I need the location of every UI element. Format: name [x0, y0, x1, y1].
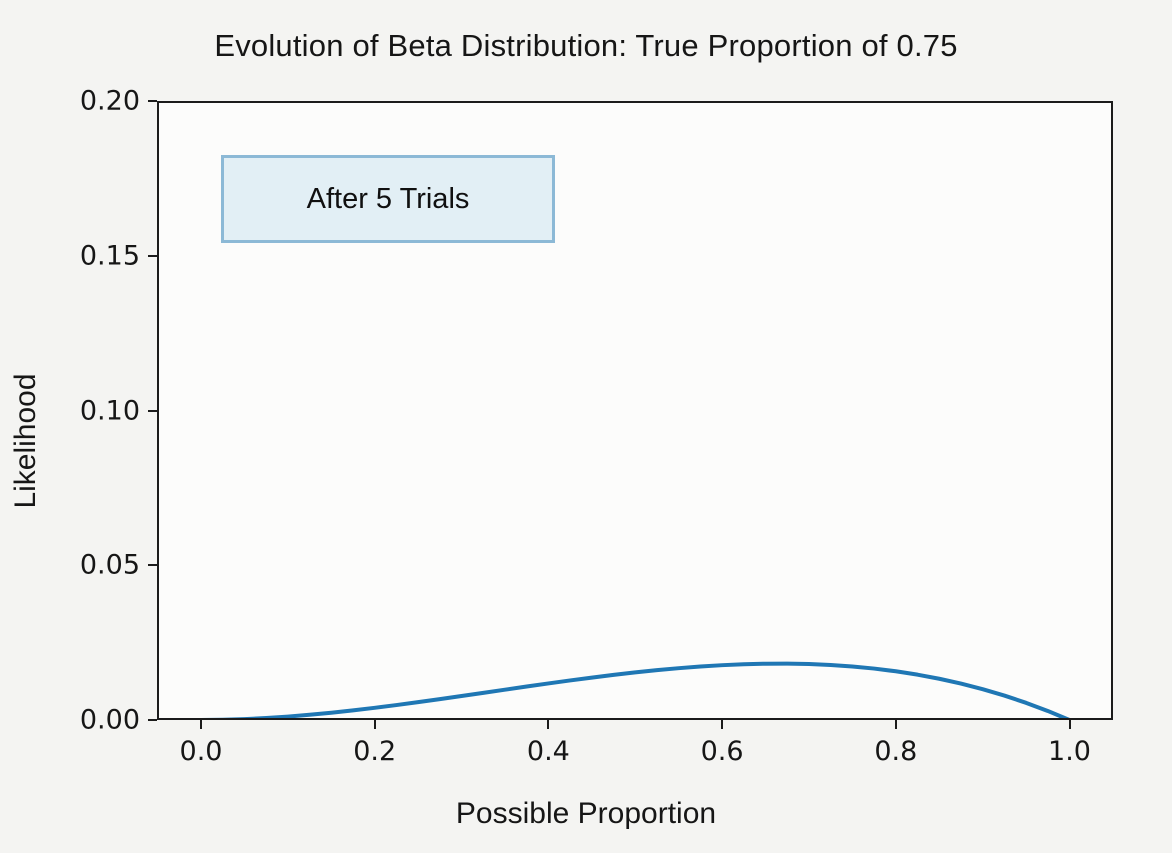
chart-title: Evolution of Beta Distribution: True Pro… — [214, 28, 958, 63]
y-tick-mark — [148, 719, 157, 721]
x-tick-mark — [721, 720, 724, 729]
trial-count-annotation: After 5 Trials — [221, 155, 555, 243]
x-tick-mark — [547, 720, 550, 729]
x-tick-label: 1.0 — [1048, 736, 1091, 767]
x-tick-mark — [894, 720, 897, 729]
x-tick-label: 0.2 — [353, 736, 397, 767]
x-tick-mark — [373, 720, 376, 729]
y-axis-label: Likelihood — [9, 373, 42, 509]
y-tick-mark — [148, 100, 157, 102]
x-tick-mark — [200, 720, 202, 729]
y-tick-label: 0.00 — [79, 704, 140, 736]
y-tick-label: 0.05 — [79, 549, 140, 581]
x-axis-label: Possible Proportion — [455, 797, 717, 830]
x-tick-mark — [1068, 720, 1071, 729]
x-tick-label: 0.0 — [179, 736, 223, 767]
y-tick-label: 0.15 — [79, 240, 140, 272]
y-tick-mark — [148, 254, 157, 257]
y-tick-label: 0.20 — [79, 85, 140, 117]
x-tick-label: 0.6 — [700, 736, 744, 767]
y-tick-mark — [148, 409, 157, 412]
y-tick-label: 0.10 — [79, 395, 140, 426]
y-tick-mark — [148, 564, 157, 567]
likelihood-curve — [200, 661, 1070, 718]
x-tick-label: 0.4 — [526, 736, 570, 767]
x-tick-label: 0.8 — [874, 736, 918, 767]
trial-count-text: After 5 Trials — [306, 182, 470, 215]
